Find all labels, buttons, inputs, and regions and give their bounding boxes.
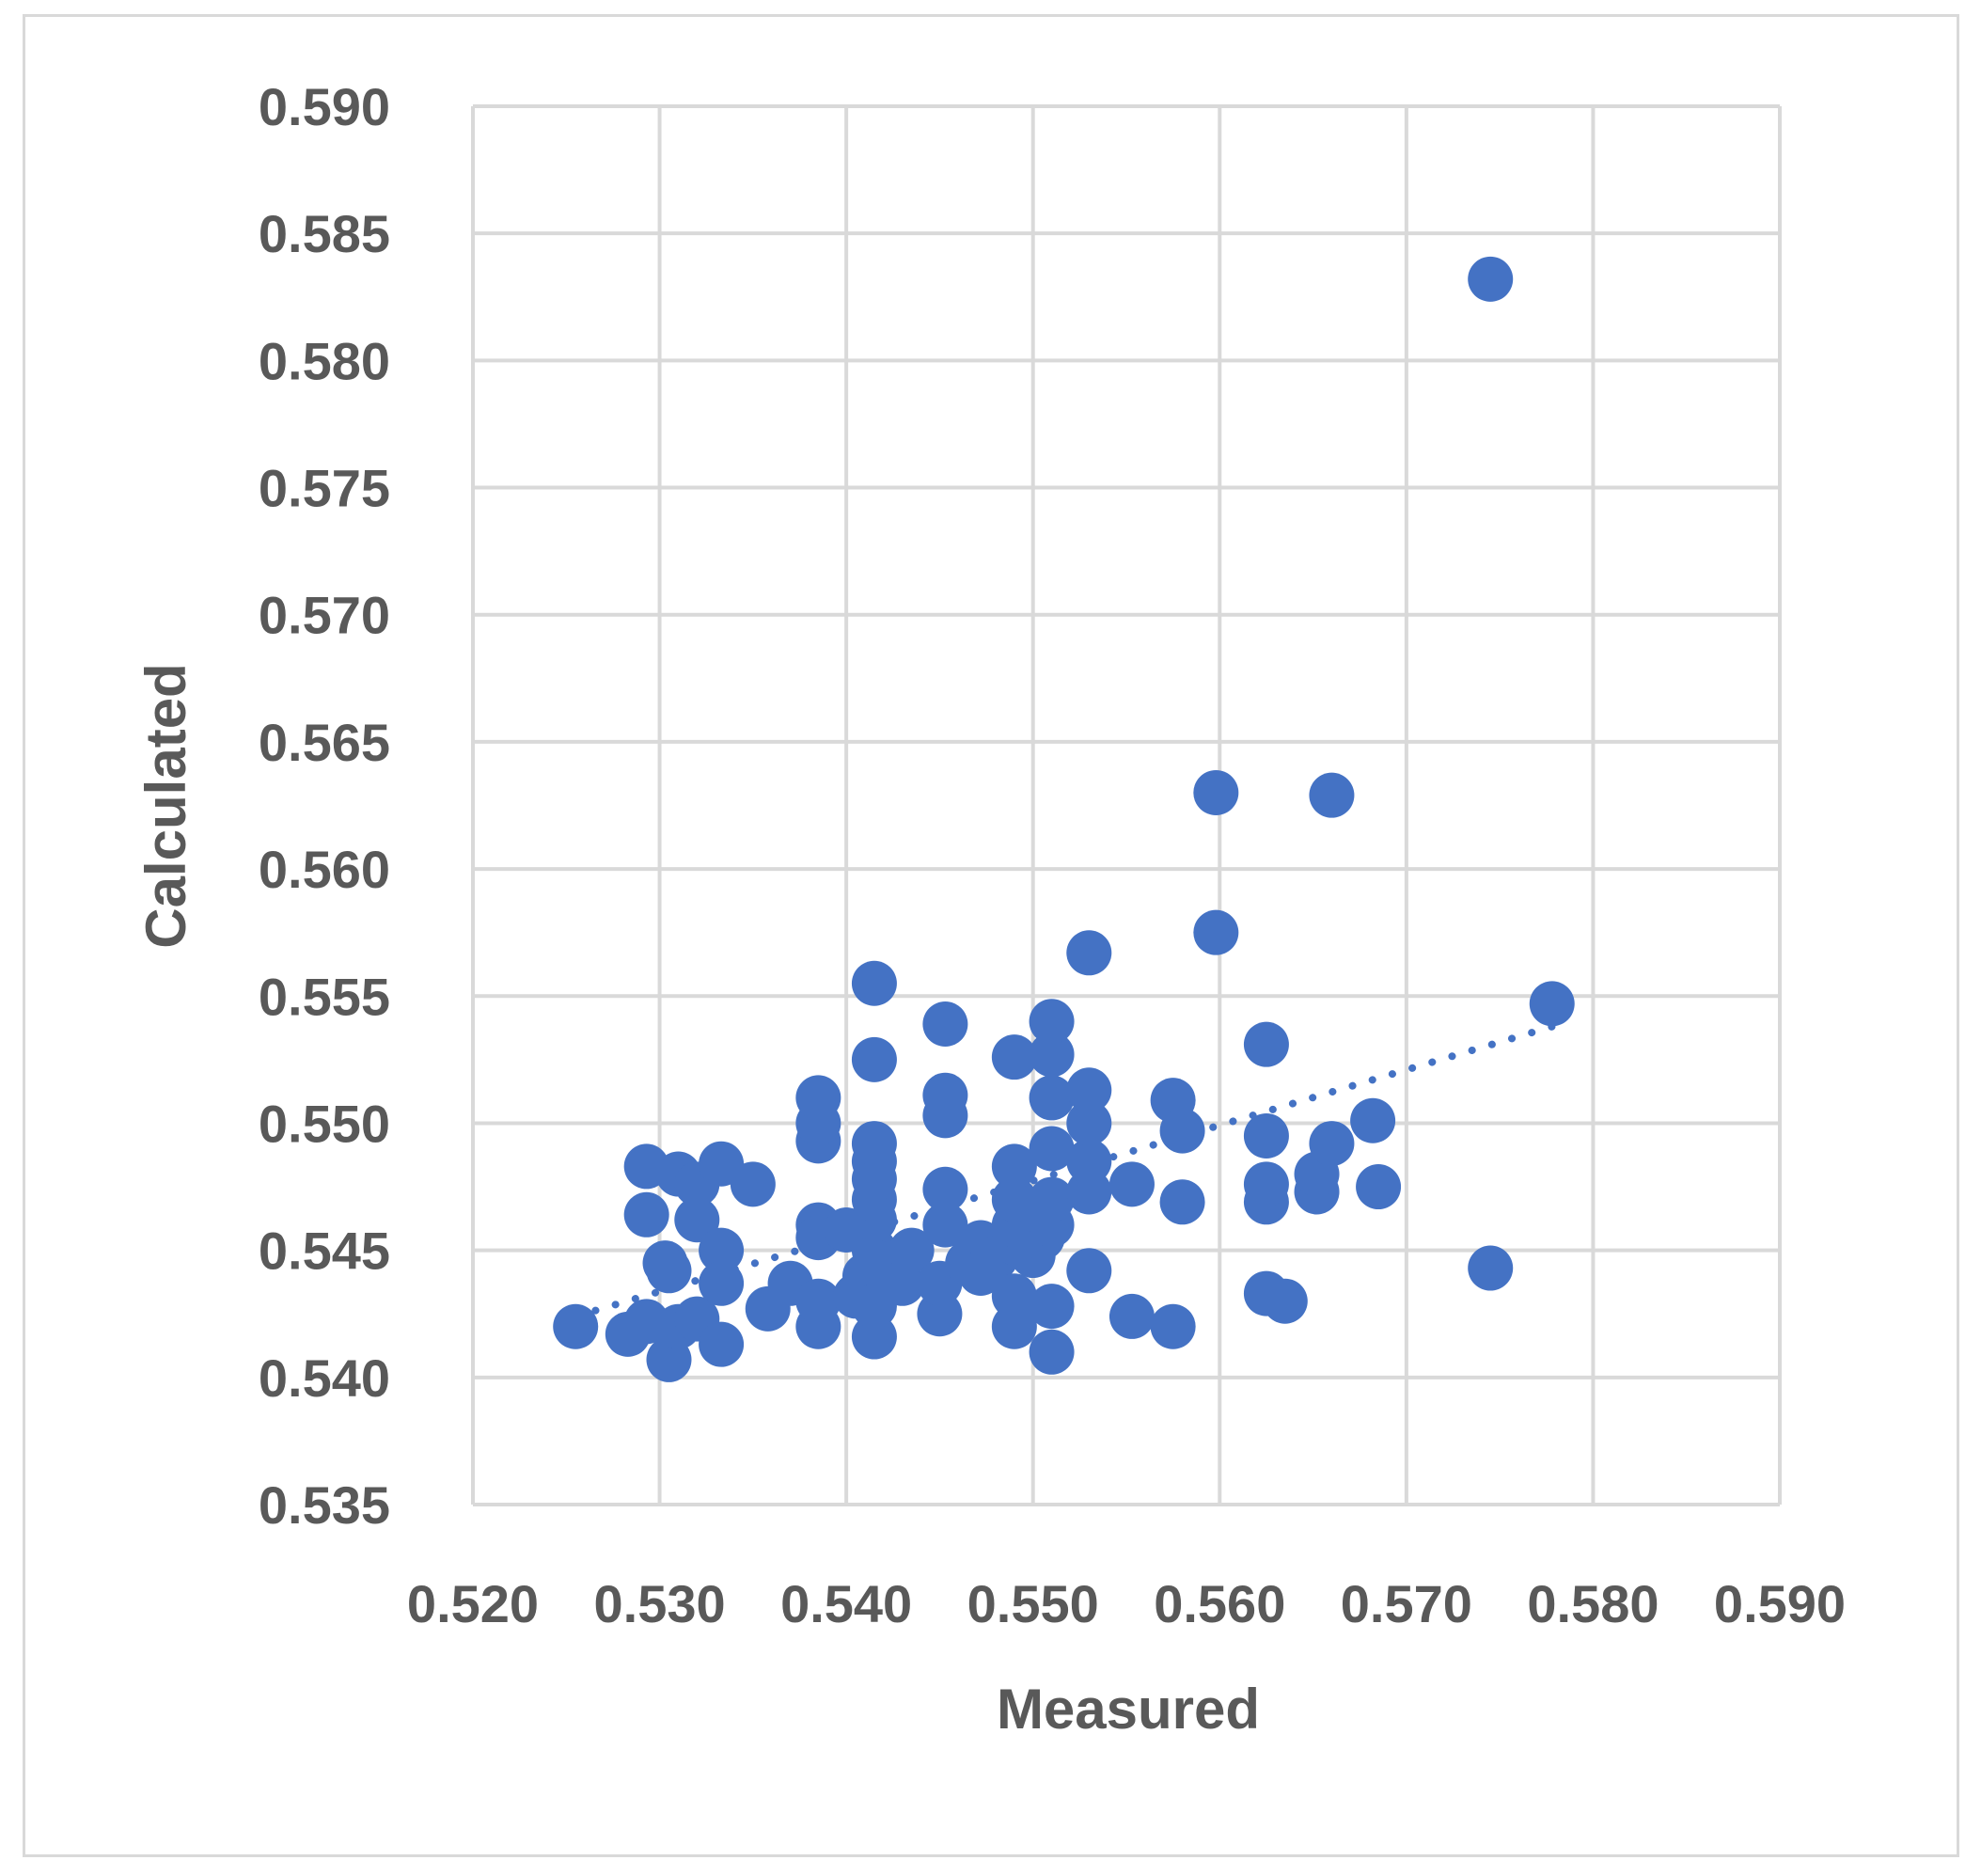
y-tick-label: 0.555 bbox=[259, 967, 390, 1026]
data-point bbox=[699, 1260, 745, 1306]
data-point bbox=[674, 1197, 720, 1243]
data-point bbox=[1193, 769, 1239, 815]
data-point bbox=[1356, 1164, 1402, 1210]
y-tick-label: 0.565 bbox=[259, 713, 390, 772]
data-point bbox=[1066, 930, 1112, 976]
data-point bbox=[922, 1001, 968, 1048]
data-point bbox=[888, 1227, 935, 1273]
x-tick-label: 0.590 bbox=[1714, 1574, 1846, 1633]
data-point bbox=[991, 1034, 1037, 1080]
x-tick-label: 0.520 bbox=[407, 1574, 539, 1633]
data-point bbox=[730, 1161, 776, 1207]
y-tick-label: 0.570 bbox=[259, 586, 390, 645]
data-point bbox=[795, 1278, 841, 1324]
data-point bbox=[922, 1202, 968, 1248]
data-point bbox=[699, 1321, 745, 1367]
data-point bbox=[623, 1191, 669, 1238]
x-tick-label: 0.540 bbox=[780, 1574, 912, 1633]
x-tick-labels: 0.520 0.530 0.540 0.550 0.560 0.570 0.580 0.590 bbox=[407, 1574, 1846, 1633]
data-point bbox=[1309, 1121, 1355, 1167]
data-point bbox=[1193, 909, 1239, 955]
y-tick-label: 0.550 bbox=[259, 1094, 390, 1153]
data-point bbox=[1029, 1032, 1075, 1078]
x-tick-label: 0.580 bbox=[1527, 1574, 1659, 1633]
data-point bbox=[851, 960, 897, 1006]
y-tick-label: 0.540 bbox=[259, 1348, 390, 1408]
y-tick-label: 0.560 bbox=[259, 840, 390, 899]
y-axis-title: Calculated bbox=[134, 663, 197, 948]
data-point bbox=[1108, 1293, 1155, 1339]
data-point bbox=[1262, 1278, 1308, 1324]
data-point bbox=[1468, 1245, 1514, 1291]
data-points bbox=[553, 256, 1575, 1382]
data-point bbox=[1029, 999, 1075, 1045]
data-point bbox=[1029, 1284, 1075, 1330]
data-point bbox=[1159, 1179, 1205, 1225]
data-point bbox=[1066, 1139, 1112, 1185]
data-point bbox=[1066, 1067, 1112, 1113]
data-point bbox=[1243, 1021, 1289, 1067]
x-tick-label: 0.560 bbox=[1154, 1574, 1285, 1633]
data-point bbox=[1529, 981, 1575, 1027]
data-point bbox=[991, 1143, 1037, 1190]
x-tick-label: 0.550 bbox=[967, 1574, 1099, 1633]
y-tick-labels: 0.535 0.540 0.545 0.550 0.555 0.560 0.565 0.570… bbox=[259, 77, 390, 1535]
gridlines bbox=[471, 104, 1782, 1506]
trendline bbox=[572, 1022, 1556, 1320]
data-point bbox=[1350, 1097, 1396, 1143]
data-point bbox=[1159, 1108, 1205, 1154]
data-point bbox=[1029, 1075, 1075, 1121]
data-point bbox=[991, 1273, 1037, 1319]
x-tick-label: 0.570 bbox=[1341, 1574, 1472, 1633]
data-point bbox=[1066, 1100, 1112, 1146]
x-axis-title: Measured bbox=[997, 1678, 1260, 1741]
y-tick-label: 0.545 bbox=[259, 1222, 390, 1281]
y-tick-label: 0.585 bbox=[259, 204, 390, 263]
data-point bbox=[1108, 1161, 1155, 1207]
data-point bbox=[922, 1166, 968, 1212]
data-point bbox=[1066, 1248, 1112, 1294]
y-tick-label: 0.590 bbox=[259, 77, 390, 136]
data-point bbox=[1243, 1161, 1289, 1207]
data-point bbox=[1150, 1303, 1196, 1349]
chart-frame bbox=[23, 14, 1959, 1857]
data-point bbox=[1468, 256, 1514, 302]
data-point bbox=[699, 1227, 745, 1273]
data-point bbox=[795, 1075, 841, 1121]
y-tick-label: 0.535 bbox=[259, 1475, 390, 1535]
trendline-line bbox=[572, 1022, 1556, 1320]
data-point bbox=[1309, 772, 1355, 818]
x-tick-label: 0.530 bbox=[594, 1574, 726, 1633]
data-point bbox=[1029, 1176, 1075, 1222]
data-point bbox=[553, 1303, 599, 1349]
data-point bbox=[1029, 1329, 1075, 1375]
data-point bbox=[922, 1072, 968, 1118]
data-point bbox=[851, 1036, 897, 1082]
y-tick-label: 0.575 bbox=[259, 459, 390, 518]
y-tick-label: 0.580 bbox=[259, 331, 390, 390]
data-point bbox=[851, 1121, 897, 1167]
data-point bbox=[646, 1248, 692, 1294]
data-point bbox=[1243, 1112, 1289, 1159]
data-point bbox=[1029, 1126, 1075, 1172]
